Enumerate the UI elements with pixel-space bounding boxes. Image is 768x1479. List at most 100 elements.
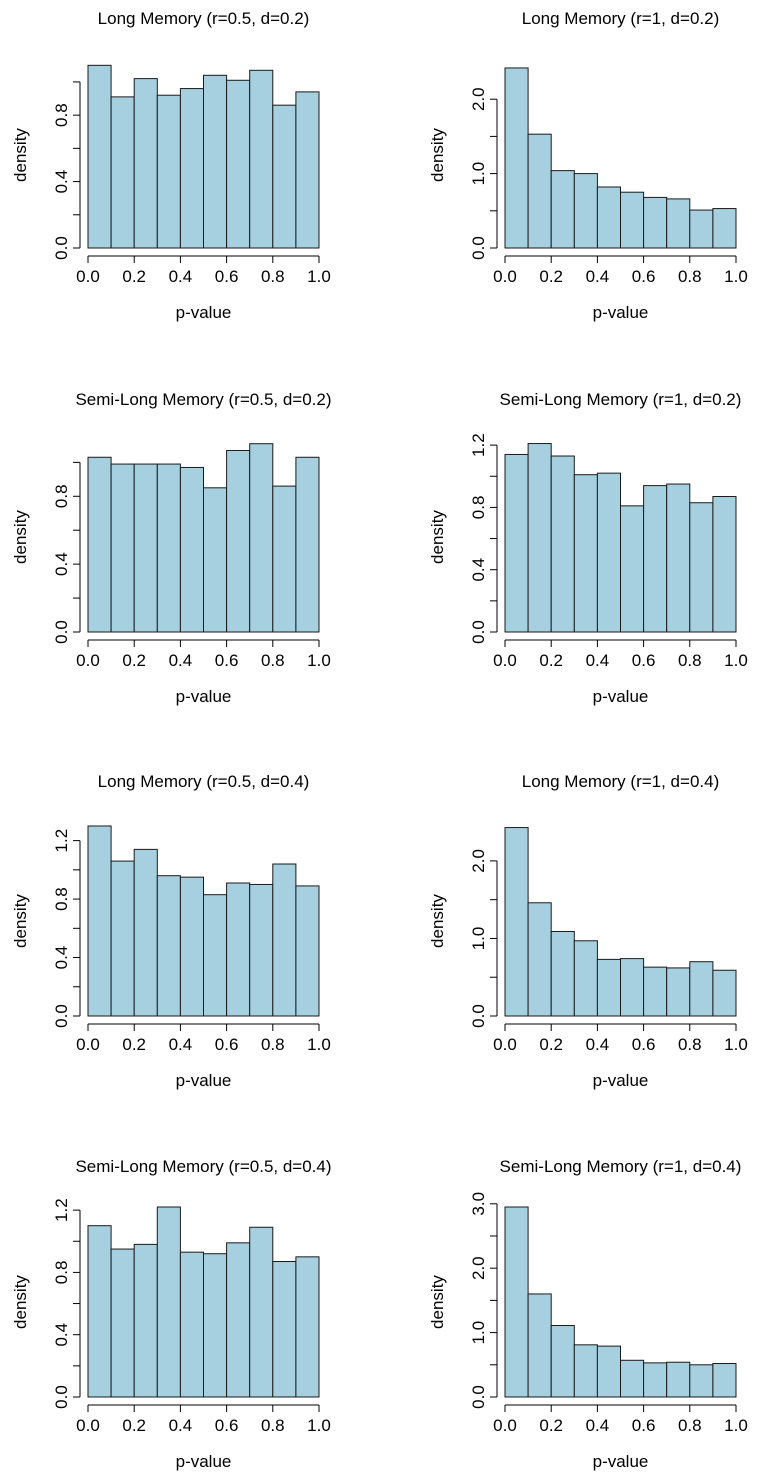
histogram-bar: [133, 1243, 158, 1398]
x-tick-label: 0.2: [539, 1035, 563, 1054]
histogram-bar: [226, 79, 251, 249]
histogram-bar: [504, 1206, 529, 1398]
x-axis-label: p-value: [176, 1071, 232, 1090]
histogram-bar: [249, 69, 274, 249]
histogram-panel-4: 0.0 0.2 0.4 0.6 0.8 1.0 0.0 0.4 0.8 1.2 Semi-Long …: [428, 390, 748, 706]
histogram-bar: [596, 958, 622, 1017]
histogram-bar: [712, 208, 737, 249]
histogram-bar: [156, 1206, 181, 1398]
histogram-bar: [666, 1361, 691, 1398]
histogram-bar: [249, 1226, 274, 1398]
histogram-panel-5: 0.0 0.2 0.4 0.6 0.8 1.0 0.0 0.4 0.8 1.2 Long Memor…: [11, 772, 331, 1090]
histogram-bar: [203, 74, 228, 249]
y-tick-label: 0.0: [52, 1004, 71, 1028]
x-axis-label: p-value: [593, 1071, 649, 1090]
chart-title: Long Memory (r=1, d=0.2): [522, 9, 719, 28]
chart-title: Long Memory (r=0.5, d=0.2): [98, 9, 310, 28]
x-axis-label: p-value: [593, 1452, 649, 1471]
y-tick-label: 0.4: [52, 946, 71, 970]
y-tick-label: 1.2: [52, 1198, 71, 1222]
chart-title: Semi-Long Memory (r=1, d=0.2): [500, 390, 742, 409]
x-tick-label: 0.0: [493, 651, 517, 670]
x-tick-label: 1.0: [724, 651, 748, 670]
histogram-bar: [527, 902, 552, 1017]
histogram-bar: [712, 496, 737, 633]
histogram-bar: [272, 863, 297, 1017]
histogram-bar: [156, 94, 181, 249]
histogram-bar: [504, 67, 529, 249]
y-tick-label: 1.2: [52, 829, 71, 853]
y-axis-label: density: [11, 510, 30, 564]
y-axis-label: density: [428, 128, 447, 182]
histogram-bar: [550, 930, 575, 1017]
x-tick-label: 1.0: [724, 1416, 748, 1435]
y-tick-label: 0.8: [52, 1261, 71, 1285]
histogram-bar: [110, 96, 135, 249]
x-tick-label: 0.6: [632, 1416, 656, 1435]
histogram-bar: [643, 966, 668, 1017]
x-tick-label: 0.4: [169, 651, 193, 670]
x-tick-label: 0.8: [678, 1035, 702, 1054]
histogram-bar: [550, 1325, 575, 1398]
y-tick-label: 0.8: [52, 887, 71, 911]
x-tick-label: 1.0: [307, 651, 331, 670]
histogram-bar: [527, 443, 552, 633]
histogram-bar: [596, 1345, 622, 1398]
chart-title: Semi-Long Memory (r=1, d=0.4): [500, 1157, 742, 1176]
y-tick-label: 0.0: [469, 1004, 488, 1028]
chart-title: Semi-Long Memory (r=0.5, d=0.2): [75, 390, 331, 409]
histogram-bar: [573, 474, 598, 633]
histogram-bar: [689, 961, 714, 1017]
y-axis-label: density: [11, 1275, 30, 1329]
histogram-bar: [620, 505, 645, 633]
histogram-bar: [87, 1225, 112, 1398]
x-tick-label: 0.6: [215, 1416, 239, 1435]
y-tick-label: 0.8: [469, 496, 488, 520]
histogram-bar: [133, 848, 158, 1017]
y-tick-label: 0.0: [469, 1385, 488, 1409]
y-tick-label: 0.4: [52, 552, 71, 576]
histogram-bar: [712, 969, 737, 1017]
histogram-bar: [156, 875, 181, 1017]
x-tick-label: 0.2: [122, 651, 146, 670]
histogram-bar: [689, 502, 714, 633]
y-tick-label: 0.0: [52, 236, 71, 260]
y-tick-label: 3.0: [469, 1192, 488, 1216]
chart-title: Long Memory (r=1, d=0.4): [522, 772, 719, 791]
x-tick-label: 0.2: [539, 651, 563, 670]
histogram-bar: [249, 883, 274, 1017]
histogram-bar: [504, 827, 529, 1017]
histogram-bar: [203, 487, 228, 633]
y-tick-label: 1.0: [469, 927, 488, 951]
histogram-bar: [87, 825, 112, 1017]
histogram-bar: [87, 64, 112, 249]
x-tick-label: 0.4: [586, 1035, 610, 1054]
x-tick-label: 0.4: [169, 1416, 193, 1435]
x-tick-label: 0.6: [215, 267, 239, 286]
x-tick-label: 0.6: [632, 1035, 656, 1054]
histogram-bar: [295, 91, 320, 249]
histogram-bar: [666, 483, 691, 633]
histogram-bar: [110, 860, 135, 1017]
histogram-bar: [179, 876, 204, 1017]
histogram-bar: [620, 958, 645, 1017]
y-tick-label: 1.0: [469, 1321, 488, 1345]
histogram-panel-8: 0.0 0.2 0.4 0.6 0.8 1.0 0.0 1.0 2.0 3.0 Semi-Long …: [428, 1157, 748, 1471]
x-tick-label: 0.8: [678, 267, 702, 286]
histogram-bar: [272, 1261, 297, 1398]
histogram-bar: [272, 485, 297, 633]
x-tick-label: 0.2: [539, 1416, 563, 1435]
histogram-bar: [527, 1293, 552, 1398]
x-tick-label: 0.0: [76, 1416, 100, 1435]
histogram-bar: [179, 466, 204, 633]
histogram-bar: [689, 1364, 714, 1398]
y-axis-label: density: [11, 894, 30, 948]
histogram-bar: [179, 88, 204, 249]
histogram-bar: [203, 894, 228, 1017]
x-tick-label: 0.6: [632, 651, 656, 670]
y-tick-label: 0.8: [52, 484, 71, 508]
x-tick-label: 0.2: [122, 267, 146, 286]
y-axis-label: density: [428, 894, 447, 948]
histogram-bar: [643, 1362, 668, 1398]
y-tick-label: 0.0: [469, 236, 488, 260]
